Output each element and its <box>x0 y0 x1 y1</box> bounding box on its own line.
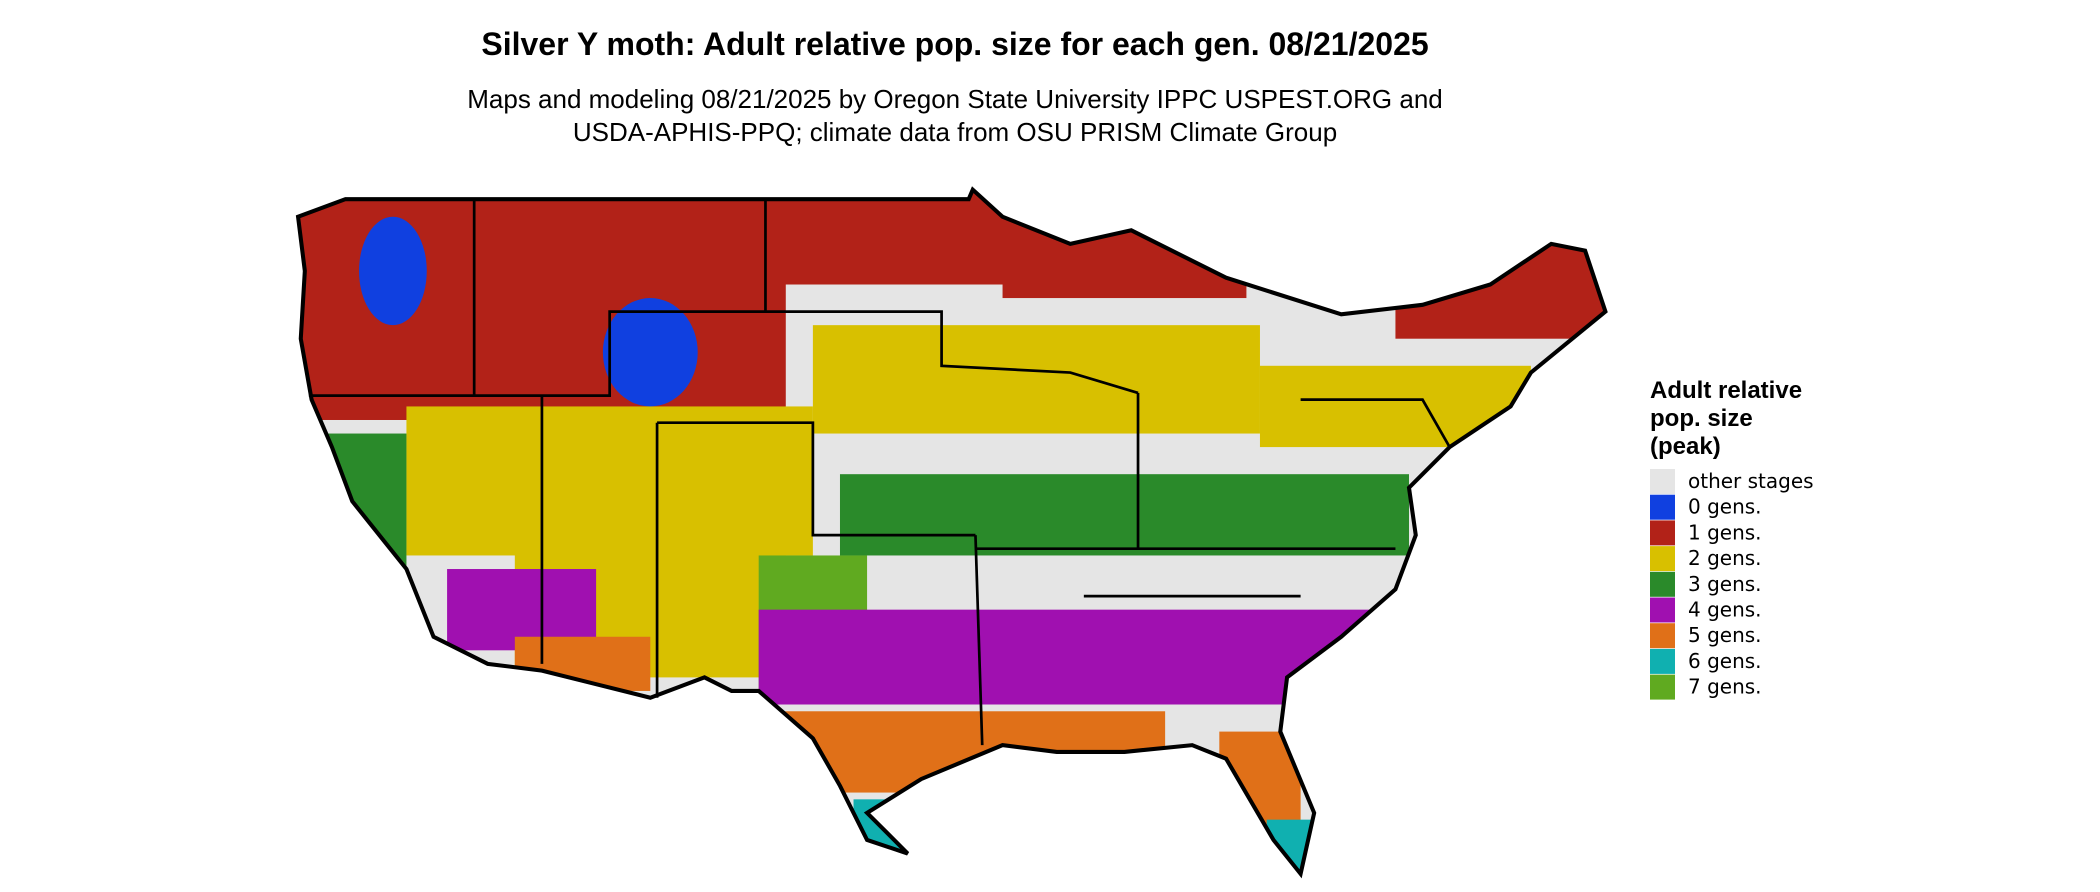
subtitle: USDA-APHIS-PPQ; climate data from OSU PR… <box>573 117 1337 147</box>
legend-label: 7 gens. <box>1688 675 1762 699</box>
legend-swatch <box>1650 469 1675 494</box>
legend-label: 1 gens. <box>1688 520 1762 544</box>
subtitle: Maps and modeling 08/21/2025 by Oregon S… <box>467 84 1443 114</box>
legend-swatch <box>1650 623 1675 649</box>
legend-swatch <box>1650 571 1675 597</box>
legend: Adult relative pop. size (peak) other st… <box>1650 377 1814 700</box>
legend-label: other stages <box>1688 469 1814 493</box>
legend-swatch <box>1650 597 1675 623</box>
legend-label: 2 gens. <box>1688 546 1762 570</box>
legend-label: 3 gens. <box>1688 572 1762 596</box>
state-lines <box>308 199 1451 746</box>
legend-swatch <box>1650 648 1675 674</box>
legend-label: 5 gens. <box>1688 623 1762 647</box>
legend-title: pop. size <box>1650 405 1753 432</box>
legend-title: Adult relative <box>1650 377 1802 404</box>
legend-label: 4 gens. <box>1688 598 1762 622</box>
legend-swatch <box>1650 494 1675 520</box>
legend-swatch <box>1650 674 1675 700</box>
us-outline <box>295 186 1608 879</box>
legend-title: (peak) <box>1650 433 1721 460</box>
legend-label: 6 gens. <box>1688 649 1762 673</box>
legend-swatch <box>1650 520 1675 546</box>
legend-swatch <box>1650 546 1675 572</box>
title: Silver Y moth: Adult relative pop. size … <box>481 26 1428 62</box>
legend-label: 0 gens. <box>1688 495 1762 519</box>
